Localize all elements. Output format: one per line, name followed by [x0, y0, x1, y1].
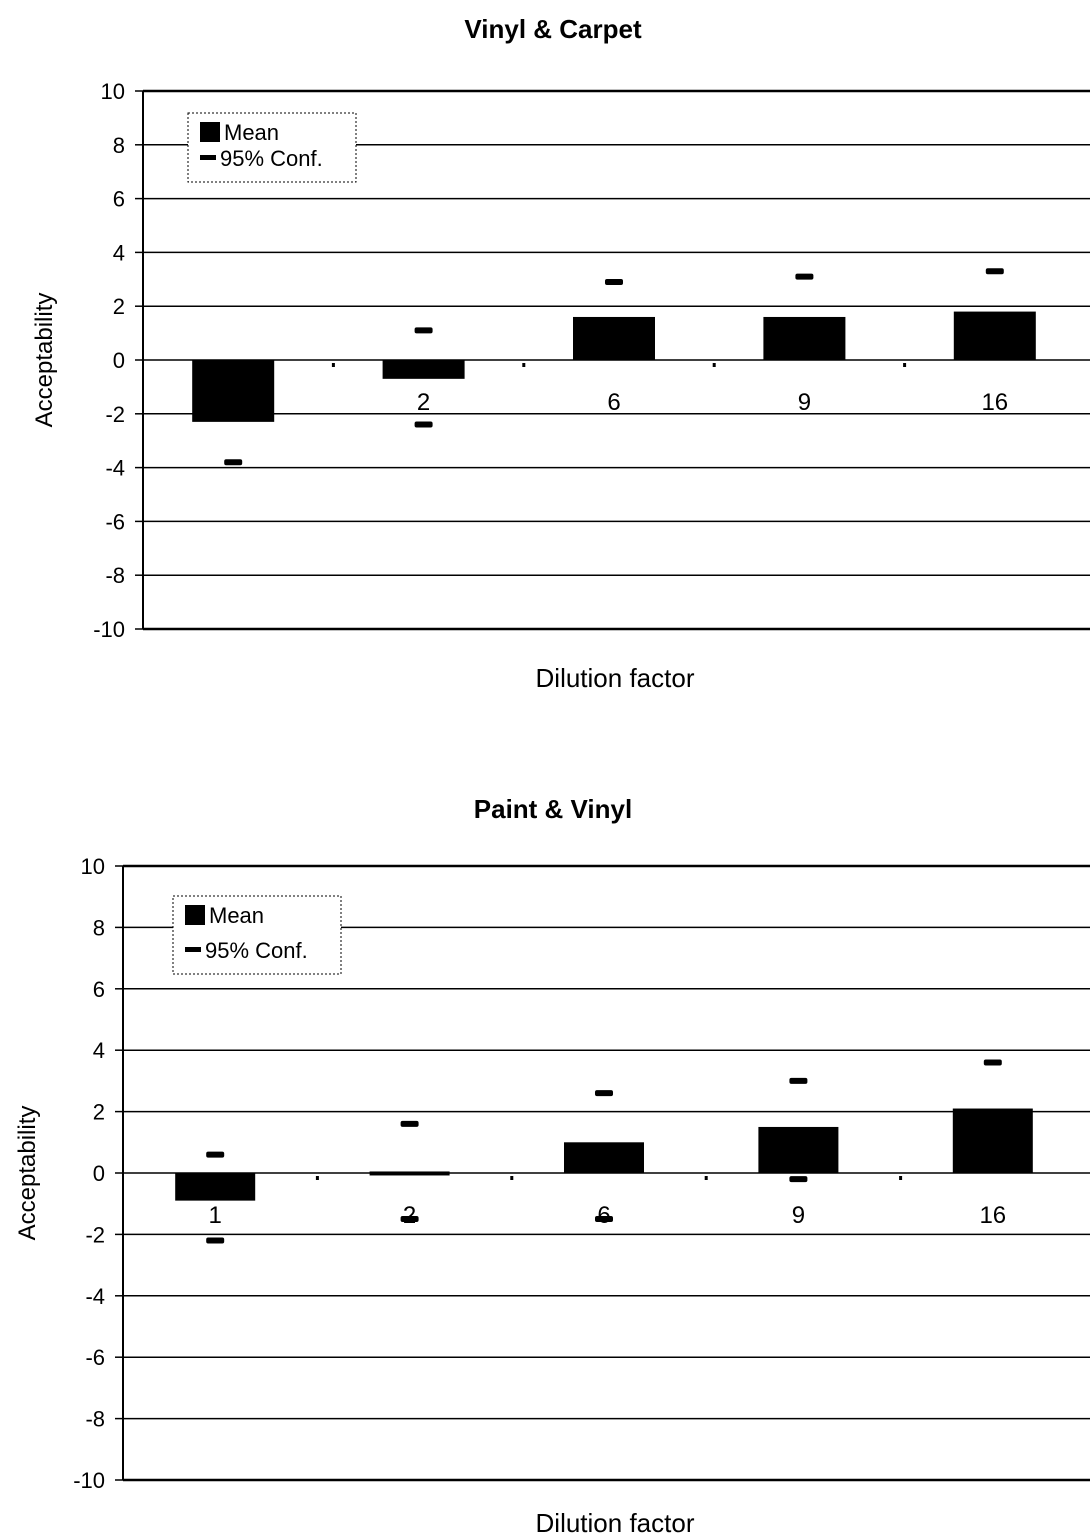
conf-marker — [400, 1120, 419, 1127]
x-tick-mark — [510, 1176, 514, 1180]
x-tick-mark — [903, 363, 907, 367]
chart-vinyl-carpet-svg: Vinyl & Carpet 10 8 6 4 2 0 -2 -4 -6 -8 -10 2 6 9 16 Dil… — [31, 14, 1090, 693]
legend-conf-label: 95% Conf. — [220, 146, 323, 171]
y-tick-label: -6 — [85, 1345, 105, 1370]
y-tick-label: 8 — [93, 915, 105, 940]
y-tick-label: -2 — [105, 402, 125, 427]
conf-marker — [595, 1216, 613, 1223]
conf-marker — [983, 1059, 1002, 1066]
y-tick-label: 4 — [93, 1038, 105, 1063]
bar-mean — [564, 1142, 644, 1173]
x-tick-label: 16 — [981, 389, 1008, 416]
bar-mean — [175, 1173, 256, 1201]
bar-mean — [952, 1108, 1033, 1173]
conf-marker — [414, 327, 433, 334]
x-tick-mark — [712, 363, 716, 367]
conf-marker — [795, 273, 814, 280]
y-tick-label: -6 — [105, 509, 125, 534]
legend-mean-label: Mean — [224, 120, 279, 145]
y-tick-label: -4 — [105, 456, 125, 481]
bar-mean — [763, 316, 846, 360]
y-tick-label: 0 — [93, 1161, 105, 1186]
y-tick-label: -8 — [105, 563, 125, 588]
legend-mean-swatch — [185, 905, 205, 925]
conf-marker — [206, 1151, 225, 1158]
legend-mean-label: Mean — [209, 903, 264, 928]
x-tick-mark — [704, 1176, 708, 1180]
x-axis-label: Dilution factor — [536, 1508, 695, 1537]
y-tick-label: -4 — [85, 1284, 105, 1309]
y-tick-label: -2 — [85, 1222, 105, 1247]
legend-mean-swatch — [200, 122, 220, 142]
conf-marker — [789, 1077, 808, 1084]
y-axis-label: Acceptability — [14, 1106, 41, 1241]
chart-paint-vinyl: Paint & Vinyl 10 8 6 4 2 0 -2 -4 -6 -8 -10 1 2 6 9 16 Dil… — [0, 780, 1090, 1537]
y-tick-label: -8 — [85, 1407, 105, 1432]
legend-conf-swatch — [185, 947, 201, 952]
x-tick-label: 16 — [979, 1202, 1006, 1229]
conf-marker — [789, 1176, 808, 1183]
conf-marker — [985, 268, 1004, 275]
bar-mean — [758, 1126, 839, 1173]
x-tick-mark — [522, 363, 526, 367]
x-tick-label: 2 — [417, 389, 430, 416]
y-axis-label: Acceptability — [31, 293, 58, 428]
x-tick-label: 6 — [597, 1202, 610, 1229]
x-tick-mark — [315, 1176, 319, 1180]
y-tick-label: 4 — [113, 240, 125, 265]
x-tick-label: 6 — [607, 389, 620, 416]
x-tick-label: 1 — [209, 1202, 222, 1229]
conf-marker — [206, 1237, 225, 1244]
y-tick-label: 10 — [101, 79, 125, 104]
x-tick-label: 9 — [792, 1202, 805, 1229]
x-tick-label: 9 — [798, 389, 811, 416]
y-tick-label: 2 — [113, 294, 125, 319]
conf-marker — [605, 278, 623, 285]
y-tick-label: 0 — [113, 348, 125, 373]
y-tick-label: 6 — [113, 187, 125, 212]
x-tick-mark — [899, 1176, 903, 1180]
conf-marker — [414, 421, 433, 428]
legend-conf-label: 95% Conf. — [205, 938, 308, 963]
y-tick-label: 6 — [93, 977, 105, 1002]
bar-mean — [382, 360, 465, 379]
chart-title: Vinyl & Carpet — [464, 14, 642, 44]
conf-marker — [224, 459, 243, 466]
bar-mean — [573, 316, 655, 360]
legend-conf-swatch — [200, 155, 216, 160]
bar-mean — [369, 1171, 450, 1176]
x-tick-label: 2 — [403, 1202, 416, 1229]
bar-mean — [192, 360, 275, 422]
chart-vinyl-carpet: Vinyl & Carpet 10 8 6 4 2 0 -2 -4 -6 -8 -10 2 6 9 16 Dil… — [0, 0, 1090, 720]
y-tick-label: -10 — [93, 617, 125, 642]
chart-paint-vinyl-svg: Paint & Vinyl 10 8 6 4 2 0 -2 -4 -6 -8 -10 1 2 6 9 16 Dil… — [14, 794, 1090, 1537]
y-tick-label: 2 — [93, 1100, 105, 1125]
conf-marker — [595, 1090, 613, 1097]
x-axis-label: Dilution factor — [536, 663, 695, 693]
y-tick-label: 10 — [81, 854, 105, 879]
y-tick-label: 8 — [113, 133, 125, 158]
chart-title: Paint & Vinyl — [474, 794, 632, 824]
conf-marker — [400, 1216, 419, 1223]
y-tick-label: -10 — [73, 1468, 105, 1493]
x-tick-mark — [331, 363, 335, 367]
bar-mean — [953, 311, 1036, 360]
